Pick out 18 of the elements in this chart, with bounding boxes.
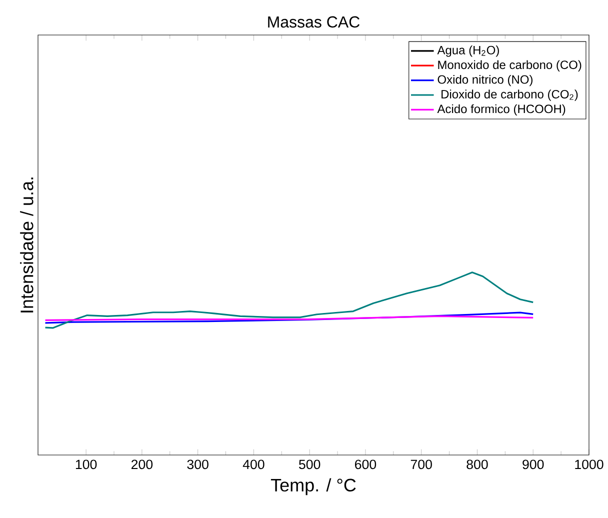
legend-label: Monoxido de carbono (CO) bbox=[438, 60, 582, 72]
legend-label: Acido formico (HCOOH) bbox=[437, 104, 566, 116]
x-tick-label: 700 bbox=[410, 460, 432, 470]
x-tick-label: 500 bbox=[299, 460, 320, 470]
legend-label: Dioxido de carbono (CO$_{2}$) bbox=[442, 90, 578, 101]
x-tick-label: 600 bbox=[355, 460, 376, 470]
x-axis-title: Temp. / °C bbox=[270, 478, 356, 496]
legend-label: Agua (H$_{2}$O) bbox=[437, 46, 499, 57]
x-tick-label: 900 bbox=[522, 460, 544, 470]
x-tick-label: 300 bbox=[187, 460, 208, 470]
x-tick-label: 800 bbox=[466, 460, 488, 470]
x-tick-label: 1000 bbox=[575, 460, 604, 470]
x-tick-label: 400 bbox=[242, 460, 264, 470]
chart-title: Massas CAC bbox=[268, 16, 360, 28]
y-axis-title: Intensidade / u.a. bbox=[20, 178, 34, 312]
x-tick-label: 200 bbox=[131, 460, 153, 470]
legend-label: Oxido nitrico (NO) bbox=[438, 74, 532, 86]
x-tick-label: 100 bbox=[76, 460, 97, 470]
